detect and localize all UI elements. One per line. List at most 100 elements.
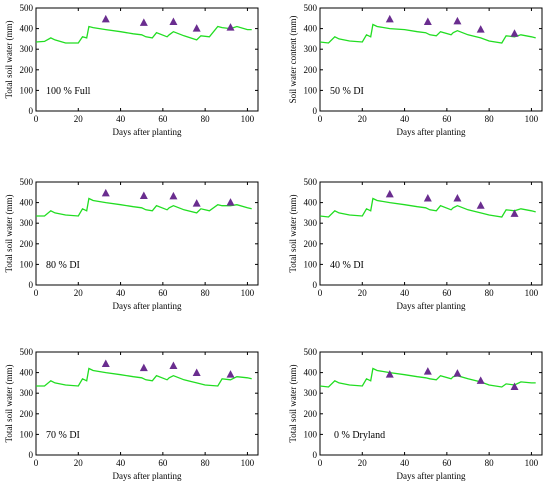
measured-point-marker bbox=[139, 191, 148, 200]
y-axis-title: Total soil water (mm) bbox=[4, 364, 14, 442]
x-tick-label: 40 bbox=[116, 458, 126, 468]
x-tick-label: 80 bbox=[485, 288, 495, 298]
x-tick-label: 0 bbox=[34, 288, 39, 298]
treatment-label: 100 % Full bbox=[46, 86, 91, 97]
measured-point-marker bbox=[139, 18, 148, 26]
measured-point-marker bbox=[226, 198, 235, 206]
x-tick-label: 0 bbox=[318, 288, 323, 298]
y-tick-label: 400 bbox=[20, 198, 34, 208]
x-tick-label: 20 bbox=[74, 288, 84, 298]
y-axis-title: Soil water content (mm) bbox=[288, 16, 298, 104]
y-tick-label: 400 bbox=[20, 368, 34, 378]
y-tick-label: 200 bbox=[20, 65, 34, 75]
x-tick-label: 20 bbox=[358, 114, 368, 124]
treatment-label: 50 % DI bbox=[330, 86, 364, 97]
measured-point-marker bbox=[510, 29, 519, 37]
y-tick-label: 400 bbox=[20, 24, 34, 34]
chart-panel-4: 0 20 40 60 80 100 0 100 200 300 400 500 Days after p… bbox=[288, 177, 543, 311]
x-tick-label: 40 bbox=[400, 458, 410, 468]
simulated-soil-water-line bbox=[319, 23, 536, 44]
y-axis-title: Total soil water (mm) bbox=[4, 194, 14, 272]
simulated-soil-water-line bbox=[36, 367, 252, 387]
x-tick-label: 100 bbox=[241, 114, 255, 124]
y-tick-label: 500 bbox=[20, 177, 34, 187]
x-axis-title: Days after planting bbox=[397, 471, 466, 481]
chart-panel-6: 0 20 40 60 80 100 0 100 200 300 400 500 Days after p… bbox=[288, 347, 543, 481]
measured-point-marker bbox=[453, 16, 462, 25]
x-tick-label: 80 bbox=[201, 288, 211, 298]
y-tick-label: 500 bbox=[20, 347, 34, 357]
x-tick-label: 60 bbox=[158, 458, 168, 468]
y-tick-label: 200 bbox=[304, 239, 318, 249]
x-axis-title: Days after planting bbox=[113, 301, 182, 311]
simulated-soil-water-line bbox=[319, 197, 536, 218]
y-tick-label: 500 bbox=[20, 3, 34, 13]
measured-point-marker bbox=[192, 199, 201, 207]
measured-point-marker bbox=[385, 370, 394, 378]
measured-point-marker bbox=[101, 14, 110, 23]
x-tick-label: 100 bbox=[241, 288, 255, 298]
chart-panel-2: 0 20 40 60 80 100 0 100 200 300 400 500 Days after p… bbox=[288, 3, 543, 137]
y-tick-label: 0 bbox=[29, 280, 34, 290]
y-tick-label: 0 bbox=[313, 106, 318, 116]
x-axis-title: Days after planting bbox=[113, 471, 182, 481]
treatment-label: 80 % DI bbox=[46, 260, 80, 271]
x-tick-label: 100 bbox=[525, 288, 539, 298]
x-tick-label: 60 bbox=[442, 288, 452, 298]
y-tick-label: 500 bbox=[304, 177, 318, 187]
measured-point-marker bbox=[423, 17, 432, 26]
x-tick-label: 80 bbox=[485, 458, 495, 468]
y-tick-label: 200 bbox=[304, 65, 318, 75]
measured-point-marker bbox=[169, 191, 178, 200]
x-tick-label: 100 bbox=[525, 458, 539, 468]
measured-point-marker bbox=[476, 25, 485, 33]
measured-point-marker bbox=[169, 17, 178, 26]
treatment-label: 40 % DI bbox=[330, 260, 364, 271]
measured-point-marker bbox=[101, 188, 110, 197]
y-tick-label: 200 bbox=[20, 409, 34, 419]
x-tick-label: 20 bbox=[358, 458, 368, 468]
measured-point-marker bbox=[453, 369, 462, 377]
y-tick-label: 0 bbox=[313, 450, 318, 460]
y-axis-title: Total soil water (mm) bbox=[4, 20, 14, 98]
x-tick-label: 0 bbox=[318, 458, 323, 468]
x-tick-label: 100 bbox=[525, 114, 539, 124]
plot-frame bbox=[35, 351, 259, 456]
simulated-soil-water-line bbox=[36, 197, 252, 217]
y-tick-label: 300 bbox=[20, 218, 34, 228]
y-tick-label: 400 bbox=[304, 24, 318, 34]
y-tick-label: 100 bbox=[20, 259, 34, 269]
x-tick-label: 0 bbox=[318, 114, 323, 124]
y-tick-label: 300 bbox=[304, 388, 318, 398]
measured-point-marker bbox=[423, 367, 432, 375]
measured-point-marker bbox=[169, 361, 178, 370]
measured-point-marker bbox=[476, 201, 485, 209]
chart-panel-1: 0 20 40 60 80 100 0 100 200 300 400 500 Days after p… bbox=[4, 3, 259, 137]
y-tick-label: 300 bbox=[304, 44, 318, 54]
measured-point-marker bbox=[139, 363, 148, 372]
y-tick-label: 0 bbox=[29, 106, 34, 116]
y-tick-label: 0 bbox=[29, 450, 34, 460]
x-tick-label: 100 bbox=[241, 458, 255, 468]
plot-frame bbox=[35, 7, 259, 112]
treatment-label: 0 % Dryland bbox=[334, 430, 385, 441]
measured-point-marker bbox=[226, 370, 235, 378]
y-tick-label: 100 bbox=[20, 429, 34, 439]
x-tick-label: 20 bbox=[74, 458, 84, 468]
x-tick-label: 80 bbox=[201, 458, 211, 468]
y-axis-title: Total soil water (mm) bbox=[288, 364, 298, 442]
measured-point-marker bbox=[192, 368, 201, 377]
simulated-soil-water-line bbox=[319, 367, 536, 388]
y-tick-label: 300 bbox=[20, 388, 34, 398]
y-tick-label: 100 bbox=[20, 85, 34, 95]
x-tick-label: 40 bbox=[400, 288, 410, 298]
y-tick-label: 300 bbox=[304, 218, 318, 228]
chart-panel-3: 0 20 40 60 80 100 0 100 200 300 400 500 Days after p… bbox=[4, 177, 259, 311]
measured-point-marker bbox=[385, 14, 394, 23]
x-axis-title: Days after planting bbox=[397, 301, 466, 311]
plot-frame bbox=[319, 181, 543, 286]
x-tick-label: 20 bbox=[358, 288, 368, 298]
y-tick-label: 100 bbox=[304, 85, 318, 95]
x-tick-label: 0 bbox=[34, 458, 39, 468]
